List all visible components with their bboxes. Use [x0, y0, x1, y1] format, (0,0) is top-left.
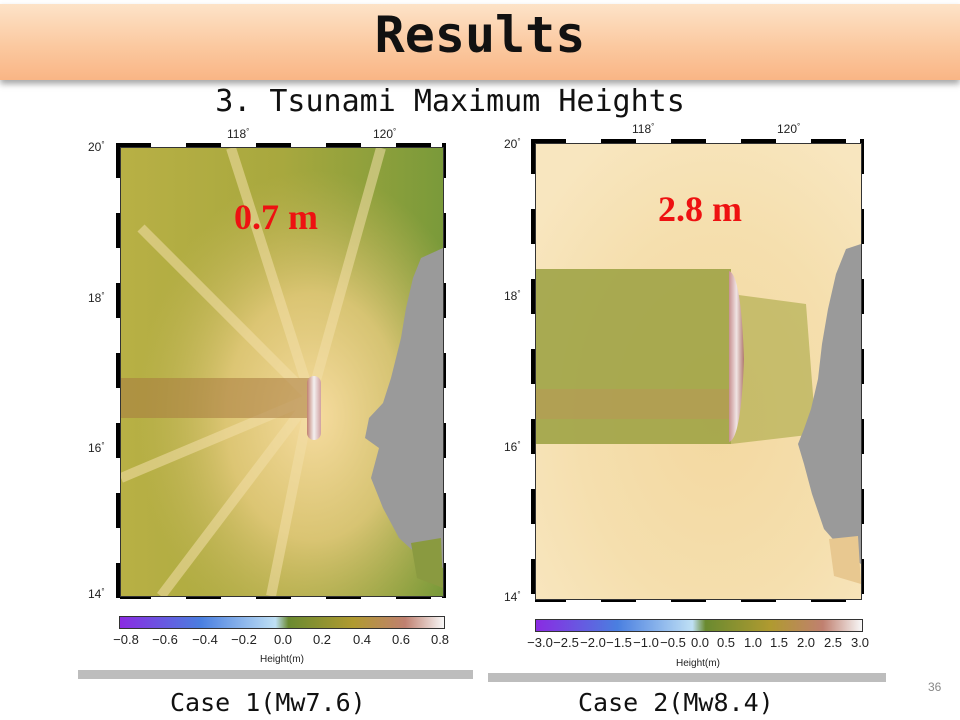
lon-tick-118-b: 118°	[632, 122, 655, 136]
lat-tick-18: 18°	[88, 291, 105, 305]
cb2-tick-9: 1.5	[769, 635, 789, 650]
divider-case2	[488, 673, 886, 682]
caption-case2: Case 2(Mw8.4)	[578, 688, 774, 717]
cb2-tick-11: 2.5	[823, 635, 843, 650]
cb2-tick-0: −3.0	[527, 635, 553, 650]
cb1-tick-8: 0.8	[430, 632, 450, 647]
colorbar-label-case1: Height(m)	[260, 654, 304, 665]
cb2-tick-3: −1.5	[606, 635, 632, 650]
tsunami-map-case1	[120, 147, 444, 597]
tsunami-map-image-case2	[536, 144, 861, 599]
cb1-tick-1: −0.6	[152, 632, 178, 647]
cb2-tick-7: 0.5	[716, 635, 736, 650]
cb2-tick-1: −2.5	[553, 635, 579, 650]
cb1-tick-4: 0.0	[273, 632, 293, 647]
colorbar-label-case2: Height(m)	[676, 658, 720, 669]
slide-subtitle: 3. Tsunami Maximum Heights	[215, 84, 685, 119]
cb1-tick-7: 0.6	[391, 632, 411, 647]
lat-tick-14: 14°	[88, 587, 105, 601]
cb1-tick-6: 0.4	[352, 632, 372, 647]
lon-tick-120: 120°	[373, 127, 397, 141]
lat-tick-18-b: 18°	[504, 289, 521, 303]
cb1-tick-0: −0.8	[113, 632, 139, 647]
annotation-case2: 2.8 m	[658, 189, 742, 229]
lat-tick-16-b: 16°	[504, 440, 521, 454]
slide-title: Results	[374, 6, 586, 64]
lat-tick-14-b: 14°	[504, 590, 521, 604]
cb2-tick-6: 0.0	[690, 635, 710, 650]
caption-case1: Case 1(Mw7.6)	[170, 688, 366, 717]
lon-tick-118: 118°	[227, 127, 250, 141]
cb2-tick-4: −1.0	[633, 635, 659, 650]
cb1-tick-3: −0.2	[231, 632, 257, 647]
annotation-case1: 0.7 m	[234, 197, 318, 237]
colorbar-case1	[119, 616, 445, 629]
page-number: 36	[928, 680, 942, 694]
cb2-tick-8: 1.0	[743, 635, 763, 650]
cb2-tick-5: −0.5	[660, 635, 686, 650]
lat-tick-16: 16°	[88, 441, 105, 455]
colorbar-case2	[535, 619, 863, 632]
cb2-tick-10: 2.0	[796, 635, 816, 650]
cb2-tick-12: 3.0	[850, 635, 870, 650]
lat-tick-20-b: 20°	[504, 137, 521, 151]
lon-tick-120-b: 120°	[777, 122, 801, 136]
lat-tick-20: 20°	[88, 140, 105, 154]
title-bar	[0, 4, 960, 80]
cb2-tick-2: −2.0	[580, 635, 606, 650]
cb1-tick-5: 0.2	[312, 632, 332, 647]
tsunami-map-case2	[535, 143, 862, 600]
tsunami-map-image-case1	[121, 148, 443, 596]
cb1-tick-2: −0.4	[192, 632, 218, 647]
divider-case1	[78, 670, 473, 679]
